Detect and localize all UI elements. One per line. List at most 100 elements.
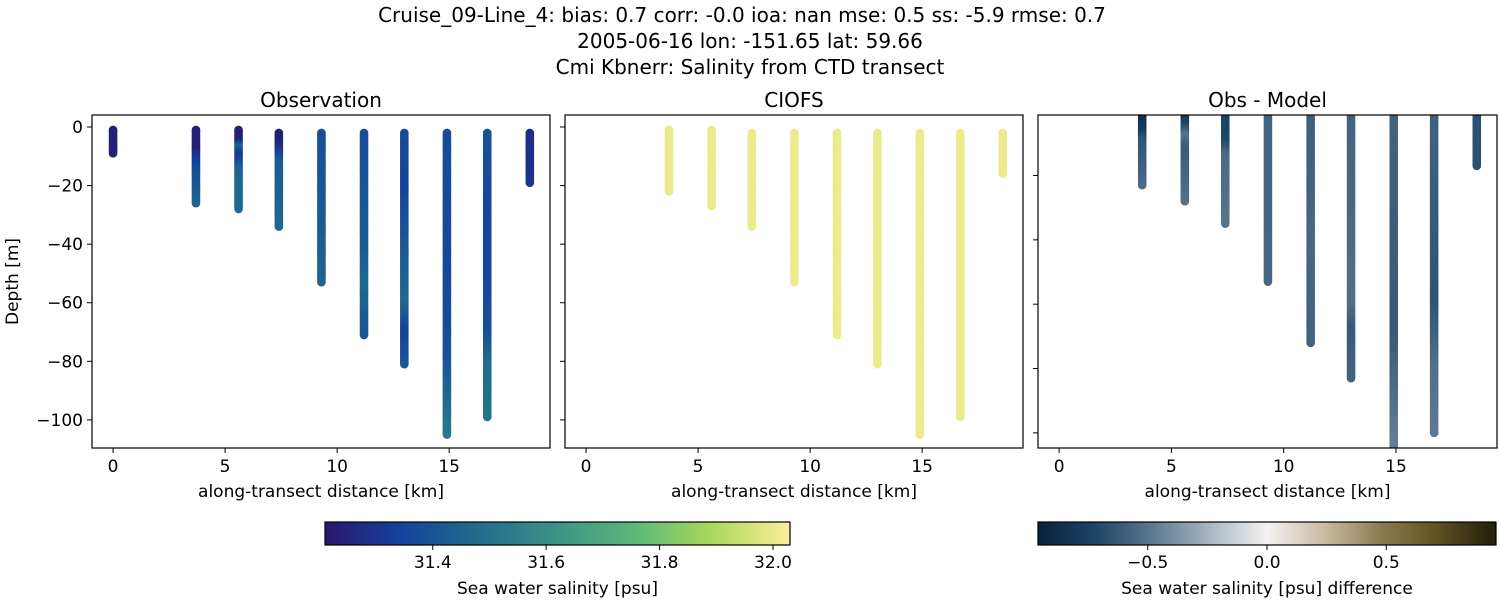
axes-frame [91,114,551,449]
profile-5 [359,128,369,340]
panel-2: Obs - Model 0 5 10 15 along-transect distance… [1033,88,1498,502]
suptitle-line-2: 2005-06-16 lon: -151.65 lat: 59.66 [577,29,923,53]
panel-title: Observation [260,88,382,112]
data-point [400,359,409,369]
data-point [915,430,925,439]
colorbar-salinity: 31.4 31.6 31.8 32.0 Sea water salinity [psu] [324,521,792,599]
axes-frame [564,114,1024,449]
x-tick-label: 10 [1273,457,1295,477]
profile-2 [234,125,243,214]
data-point [955,412,965,422]
data-point [664,187,674,196]
x-tick-label: 15 [911,457,933,477]
panel-1: CIOFS 0 5 10 15 along-transect distance [km] [560,88,1024,502]
x-tick-label: 5 [220,457,231,477]
colorbar-tick-label: 0.5 [1373,553,1400,573]
colorbars: 31.4 31.6 31.8 32.0 Sea water salinity [psu]… [324,521,1497,599]
profile-3 [1263,115,1273,286]
profile-1 [1180,115,1190,206]
data-point [274,222,284,231]
data-point [1346,373,1356,383]
colorbar-gradient [1037,521,1497,546]
data-point [1389,444,1398,448]
colorbar-label: Sea water salinity [psu] [457,579,658,599]
data-point [317,277,326,287]
colorbar-tick-label: 31.8 [641,553,679,573]
panels: Observation 0 5 10 15 along-transect distance… [3,88,1498,502]
y-tick-label: 0 [72,118,83,138]
x-tick-label: 10 [326,457,348,477]
profiles [108,125,535,439]
colorbar-label: Sea water salinity [psu] difference [1121,579,1413,599]
panel-title: CIOFS [764,88,823,112]
profile-9 [525,128,535,187]
profile-4 [832,128,842,340]
colorbar-tick-label: 0.0 [1253,553,1280,573]
y-tick-label: −40 [47,235,83,255]
y-axis-label: Depth [m] [3,238,23,325]
colorbar-gradient [324,521,791,546]
data-point [1472,161,1482,171]
x-tick-label: 5 [693,457,704,477]
profile-8 [998,128,1008,179]
data-point [442,430,452,439]
x-axis-label: along-transect distance [km] [671,482,917,502]
data-point [1220,219,1230,229]
x-tick-label: 0 [581,457,592,477]
data-point [525,178,535,187]
data-point [1306,338,1315,348]
profile-5 [1346,115,1356,383]
data-point [191,198,201,208]
x-tick-label: 0 [1054,457,1065,477]
profile-2 [747,128,757,231]
data-point [1429,428,1439,438]
data-point [832,330,842,340]
data-point [707,201,716,211]
profile-4 [1306,115,1315,348]
profile-1 [707,125,716,211]
data-point [359,330,369,340]
x-axis-label: along-transect distance [km] [198,482,444,502]
y-tick-label: −60 [47,294,83,314]
x-tick-label: 5 [1166,457,1177,477]
panel-title: Obs - Model [1208,88,1327,112]
y-tick-label: −100 [36,411,83,431]
data-point [873,359,882,369]
x-axis-label: along-transect distance [km] [1145,482,1391,502]
colorbar-tick-label: 31.4 [414,553,452,573]
colorbar-tick-label: −0.5 [1127,553,1168,573]
panel-0: Observation 0 5 10 15 along-transect distance… [3,88,551,502]
profile-6 [915,128,925,439]
x-tick-label: 10 [799,457,821,477]
profile-5 [873,128,882,369]
profile-1 [191,125,201,208]
profiles [664,125,1008,439]
data-point [1137,180,1147,190]
x-tick-label: 0 [108,457,119,477]
data-point [1263,277,1273,286]
profile-7 [955,128,965,422]
data-point [482,412,492,422]
colorbar-difference: −0.5 0.0 0.5 Sea water salinity [psu] diffe… [1037,521,1497,599]
x-tick-label: 15 [438,457,460,477]
profile-2 [1220,115,1230,229]
profiles [1137,115,1482,448]
data-point [234,204,243,214]
profile-4 [317,128,326,287]
profile-0 [664,125,674,196]
profile-0 [108,125,118,158]
data-point [998,169,1008,179]
profile-3 [790,128,799,287]
colorbar-tick-label: 31.6 [527,553,565,573]
data-point [1180,196,1190,206]
profile-8 [1472,115,1482,171]
profile-7 [1429,115,1439,438]
colorbar-tick-label: 32.0 [754,553,792,573]
y-tick-label: −20 [47,177,83,197]
profile-3 [274,128,284,231]
profile-7 [442,128,452,439]
data-point [790,277,799,287]
data-point [1392,447,1395,448]
axes-frame [1037,114,1498,449]
